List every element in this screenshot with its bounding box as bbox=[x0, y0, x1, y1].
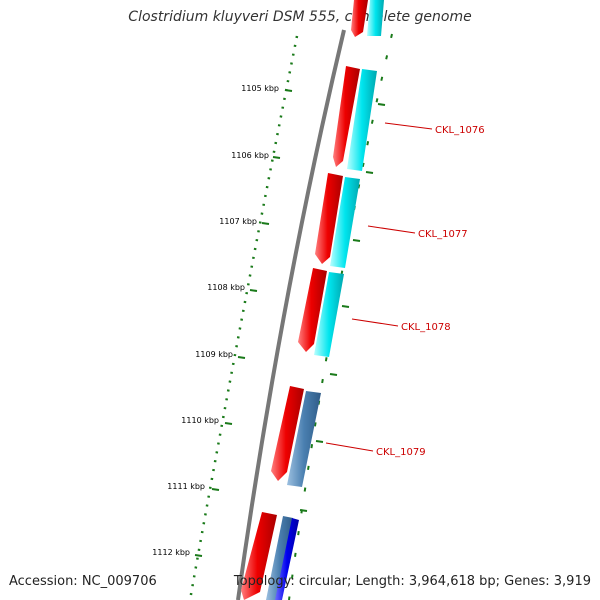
gene-arrow-red[interactable] bbox=[333, 66, 360, 167]
scale-label: 1108 kbp bbox=[207, 283, 245, 292]
label-leader-line bbox=[384, 122, 433, 130]
outer-tick bbox=[352, 239, 361, 242]
scale-label: 1111 kbp bbox=[167, 482, 205, 491]
gene-bar-cyan[interactable] bbox=[314, 272, 344, 357]
gene-track-right bbox=[266, 0, 384, 600]
gene-bar-cyan[interactable] bbox=[330, 177, 360, 268]
scale-label: 1106 kbp bbox=[231, 151, 269, 160]
gene-bar-steel[interactable] bbox=[287, 391, 321, 487]
outer-tick bbox=[315, 440, 324, 443]
scale-label: 1109 kbp bbox=[195, 350, 233, 359]
scale-tick-major bbox=[284, 89, 293, 92]
scale-tick-major bbox=[224, 422, 233, 425]
accession-text: Accession: NC_009706 bbox=[9, 574, 157, 589]
scale-tick-major bbox=[237, 356, 246, 359]
label-leader-line bbox=[325, 442, 374, 452]
gene-bar-cyan[interactable] bbox=[347, 69, 377, 171]
scale-tick-group: 1105 kbp 1106 kbp 1107 kbp 1108 kbp 1109… bbox=[152, 84, 293, 557]
gene-bar-steel[interactable] bbox=[266, 516, 293, 600]
genome-summary-text: Topology: circular; Length: 3,964,618 bp… bbox=[233, 574, 591, 589]
scale-tick-major bbox=[249, 289, 258, 292]
gene-arrow-red[interactable] bbox=[241, 512, 277, 600]
scale-tick-major bbox=[272, 156, 281, 159]
label-leader-line bbox=[367, 225, 416, 234]
scale-label: 1112 kbp bbox=[152, 548, 190, 557]
gene-label-group: CKL_1076 CKL_1077 CKL_1078 CKL_1079 bbox=[325, 122, 485, 458]
scale-ruler bbox=[188, 35, 299, 600]
outer-tick-group bbox=[299, 103, 386, 512]
gene-bar-cyan[interactable] bbox=[367, 0, 384, 36]
gene-arrow-red[interactable] bbox=[315, 173, 343, 264]
genome-backbone bbox=[236, 29, 346, 600]
scale-tick-major bbox=[194, 554, 203, 557]
scale-label: 1110 kbp bbox=[181, 416, 219, 425]
gene-arrow-red[interactable] bbox=[298, 268, 327, 352]
gene-label[interactable]: CKL_1077 bbox=[418, 229, 468, 240]
outer-tick bbox=[365, 171, 374, 174]
outer-tick bbox=[377, 103, 386, 106]
gene-bar-blue[interactable] bbox=[275, 518, 299, 600]
gene-label[interactable]: CKL_1078 bbox=[401, 322, 451, 333]
outer-tick bbox=[341, 305, 350, 308]
gene-arrow-red[interactable] bbox=[351, 0, 368, 37]
gene-track-red bbox=[241, 0, 368, 600]
outer-tick bbox=[299, 509, 308, 512]
label-leader-line bbox=[351, 318, 399, 327]
scale-tick-major bbox=[211, 488, 220, 491]
scale-label: 1105 kbp bbox=[241, 84, 279, 93]
scale-tick-major bbox=[261, 222, 270, 225]
gene-arrow-red[interactable] bbox=[271, 386, 304, 481]
gene-label[interactable]: CKL_1076 bbox=[435, 125, 485, 136]
page-title: Clostridium kluyveri DSM 555, complete g… bbox=[128, 9, 472, 25]
scale-label: 1107 kbp bbox=[219, 217, 257, 226]
outer-tick bbox=[329, 373, 338, 376]
gene-label[interactable]: CKL_1079 bbox=[376, 447, 426, 458]
